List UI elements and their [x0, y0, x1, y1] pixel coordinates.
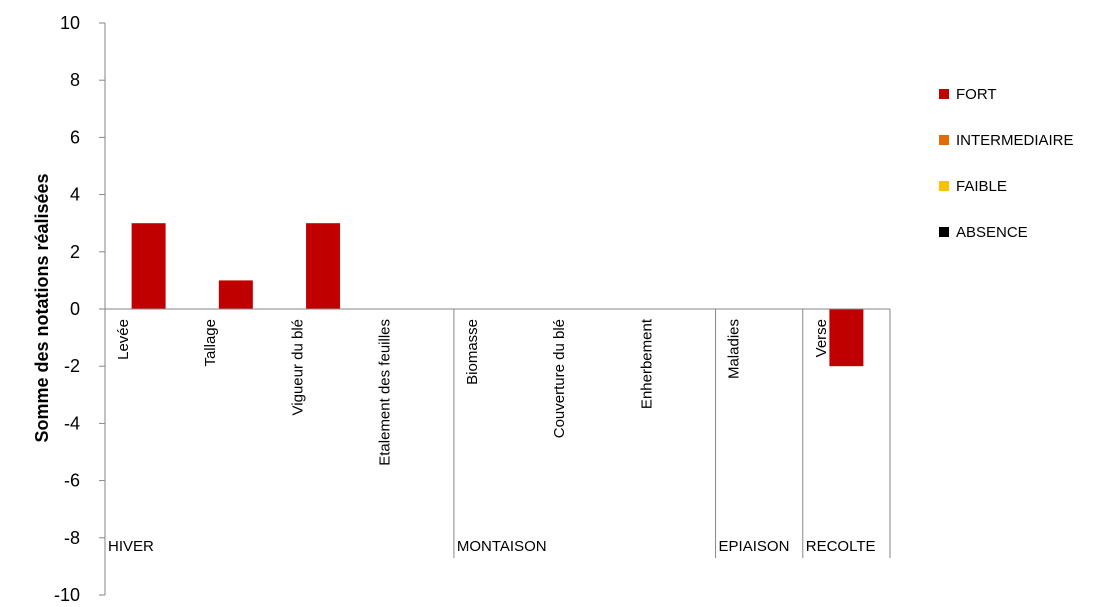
category-label: Levée: [115, 319, 132, 360]
legend-swatch: [939, 89, 949, 99]
y-tick-label: -4: [64, 413, 80, 433]
bars: [131, 223, 864, 367]
bar-fort-3: [306, 223, 341, 309]
bar-fort-1: [131, 223, 166, 309]
legend-label: INTERMEDIAIRE: [956, 132, 1074, 149]
x-axis: Levée Tallage Vigueur du blé Etalement des …: [104, 308, 891, 558]
y-tick-label: -2: [64, 356, 80, 376]
category-label: Verse: [813, 319, 830, 357]
y-tick-label: 0: [70, 299, 80, 319]
y-tick-label: 4: [70, 185, 80, 205]
y-axis: 10 8 6 4 2 0 -2 -4 -6 -8 -10: [54, 13, 106, 605]
y-tick-label: 8: [70, 70, 80, 90]
category-label: Biomasse: [464, 319, 481, 385]
legend-label: FORT: [956, 86, 997, 103]
legend-label: FAIBLE: [956, 178, 1007, 195]
y-tick-label: -10: [54, 585, 80, 605]
legend-swatch: [939, 135, 949, 145]
legend: FORT INTERMEDIAIRE FAIBLE ABSENCE: [939, 86, 1074, 241]
y-axis-title: Somme des notations réalisées: [32, 173, 52, 442]
category-label: Maladies: [726, 319, 743, 379]
legend-swatch: [939, 181, 949, 191]
category-label: Enherbement: [638, 318, 655, 409]
bar-fort-9: [829, 309, 864, 367]
category-label: Vigueur du blé: [289, 319, 306, 415]
category-label: Tallage: [202, 319, 219, 367]
group-label: EPIAISON: [719, 538, 790, 555]
bar-fort-2: [218, 280, 253, 309]
legend-label: ABSENCE: [956, 224, 1028, 241]
group-label: MONTAISON: [457, 538, 547, 555]
group-label: RECOLTE: [806, 538, 876, 555]
y-tick-label: 2: [70, 242, 80, 262]
y-tick-label: -8: [64, 528, 80, 548]
y-tick-label: -6: [64, 471, 80, 491]
category-label: Couverture du blé: [551, 319, 568, 438]
group-label: HIVER: [108, 538, 154, 555]
legend-swatch: [939, 227, 949, 237]
y-tick-label: 6: [70, 127, 80, 147]
y-tick-label: 10: [60, 13, 80, 33]
category-label: Etalement des feuilles: [377, 319, 394, 466]
